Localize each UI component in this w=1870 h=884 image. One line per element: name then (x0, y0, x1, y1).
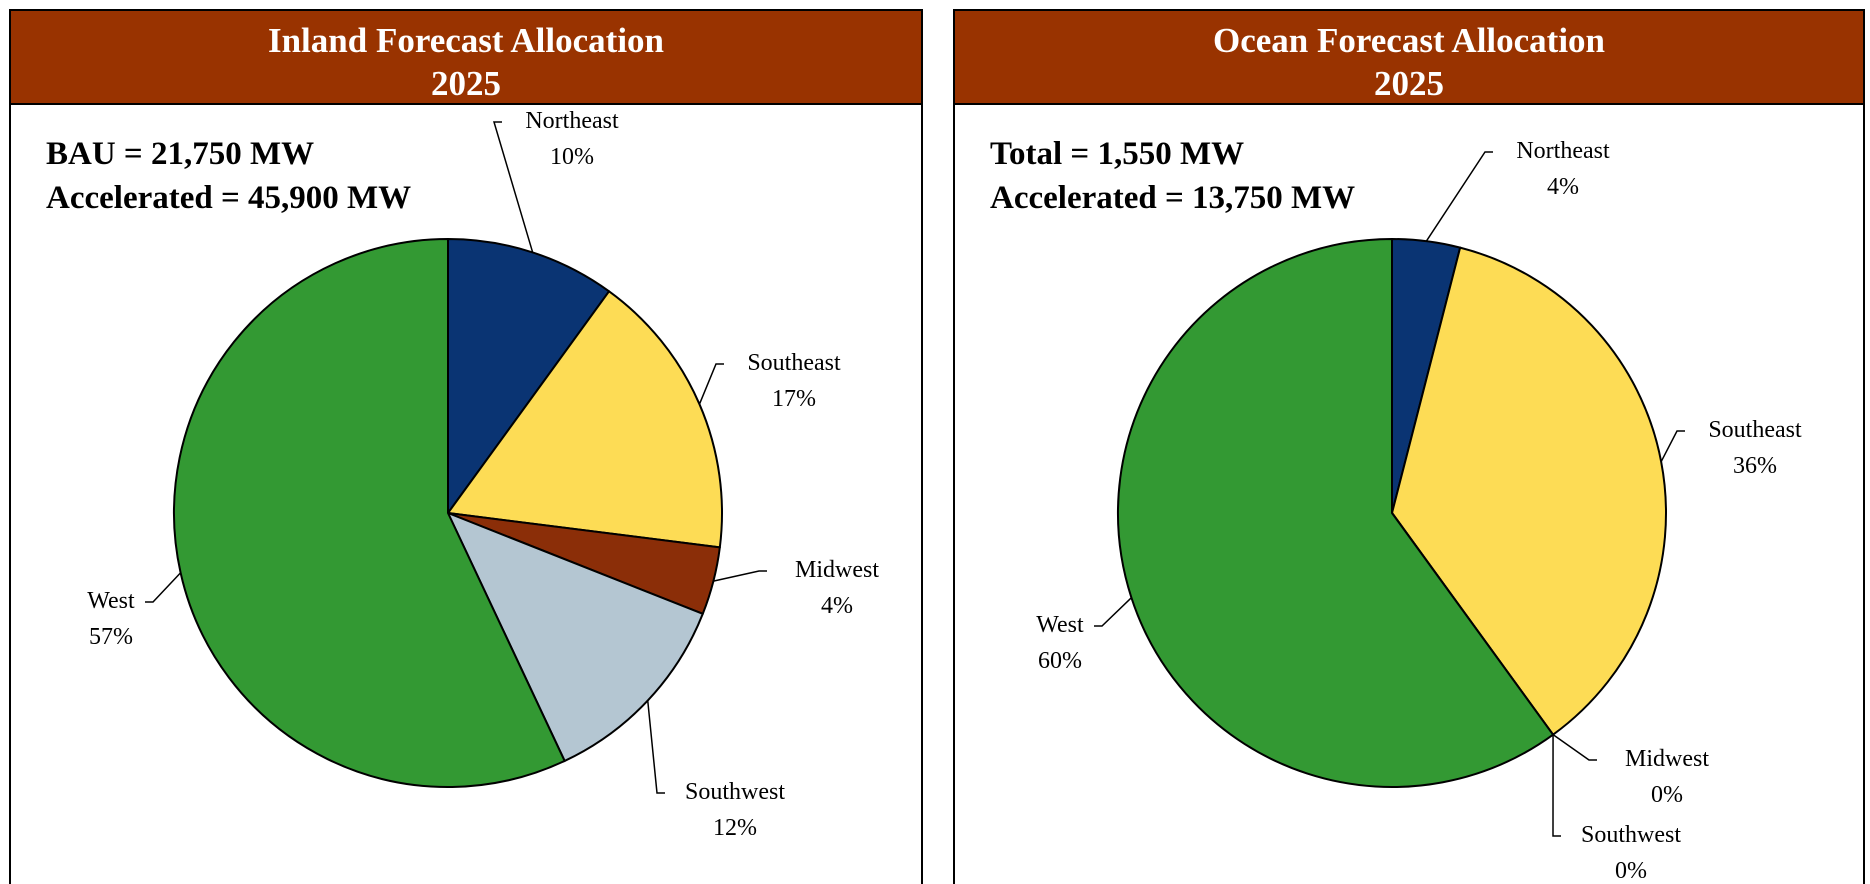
chart-subtitle: 2025 (431, 64, 501, 103)
slice-label: Midwest (1625, 746, 1709, 772)
slice-value-label: 17% (772, 386, 816, 412)
slice-value-label: 57% (89, 624, 133, 650)
pie-slice (1391, 246, 1667, 736)
leader-line (713, 570, 767, 582)
annotation: Accelerated = 13,750 MW (990, 180, 1355, 216)
pie-chart: Ocean Forecast Allocation 2025 Total = 1,5… (953, 9, 1865, 884)
pie-chart: Inland Forecast Allocation 2025 BAU = 21,7… (9, 9, 923, 884)
slice-label: Southeast (1708, 417, 1802, 443)
leader-line (1425, 151, 1493, 242)
panel-header (9, 9, 923, 105)
annotation: BAU = 21,750 MW (46, 136, 314, 172)
chart-title: Ocean Forecast Allocation (1213, 21, 1605, 60)
leader-line (145, 572, 182, 603)
leader-line (698, 363, 724, 405)
slice-label: West (1036, 612, 1084, 638)
pie-slice (173, 238, 566, 788)
slice-value-label: 60% (1038, 648, 1082, 674)
leader-line (646, 700, 665, 794)
leader-line (1552, 734, 1561, 837)
slice-label: Southeast (747, 350, 841, 376)
leader-line (1094, 597, 1132, 627)
chart-subtitle: 2025 (1374, 64, 1444, 103)
leader-line (1660, 430, 1685, 463)
slice-value-label: 10% (550, 144, 594, 170)
panel-header (953, 9, 1865, 105)
slice-value-label: 0% (1615, 858, 1647, 884)
slice-label: Northeast (1516, 138, 1610, 164)
slice-value-label: 0% (1651, 782, 1683, 808)
slice-value-label: 4% (1547, 174, 1579, 200)
pie-slice (1117, 238, 1555, 788)
chart-title: Inland Forecast Allocation (268, 21, 664, 60)
slice-label: Southwest (685, 779, 785, 805)
slice-value-label: 12% (713, 815, 757, 841)
leader-line (492, 121, 534, 253)
annotation: Total = 1,550 MW (990, 136, 1244, 172)
pie-slice (447, 512, 704, 762)
annotation: Accelerated = 45,900 MW (46, 180, 411, 216)
slice-value-label: 4% (821, 593, 853, 619)
slice-label: Midwest (795, 557, 879, 583)
slice-label: Southwest (1581, 822, 1681, 848)
pie-slice (447, 238, 611, 514)
slice-label: West (87, 588, 135, 614)
slice-value-label: 36% (1733, 453, 1777, 479)
slice-label: Northeast (525, 108, 619, 134)
leader-line (1552, 734, 1597, 761)
